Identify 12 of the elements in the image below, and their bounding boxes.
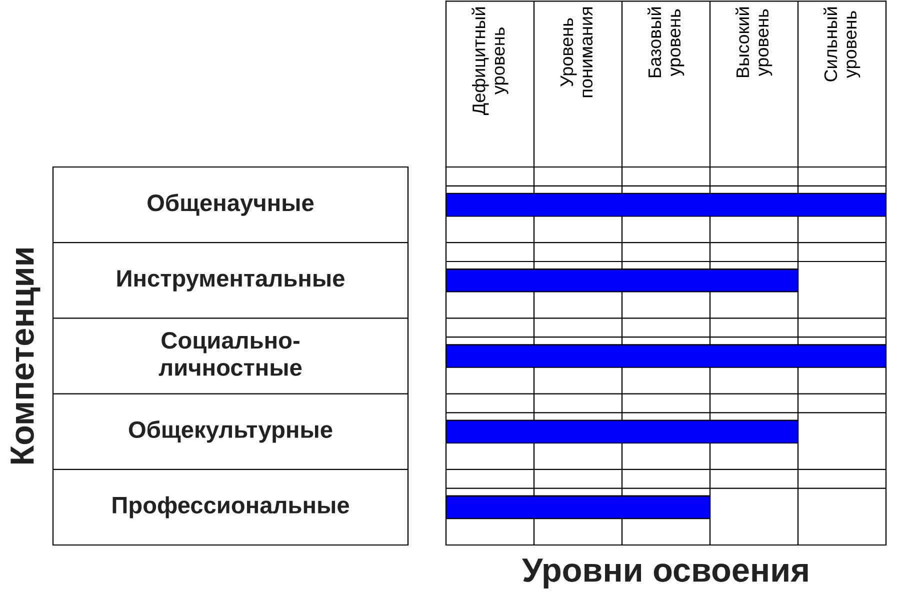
text: Уровень понимания: [560, 7, 593, 98]
y-tick-label: Профессиональные: [112, 496, 350, 518]
text: Базовый уровень: [648, 7, 684, 78]
text: Дефицитный уровень: [472, 7, 508, 115]
y-tick-label: Общенаучные: [148, 194, 314, 216]
y-tick-label: Общекультурные: [128, 420, 332, 443]
text: Сильный уровень: [824, 7, 860, 82]
y-tick-label: Социально- личностные: [158, 332, 302, 376]
y-axis-title: Компетенции: [10, 248, 40, 464]
text: Высокий уровень: [736, 7, 772, 78]
x-axis-title: Уровни освоения: [522, 558, 808, 589]
y-tick-label: Инструментальные: [117, 270, 344, 292]
